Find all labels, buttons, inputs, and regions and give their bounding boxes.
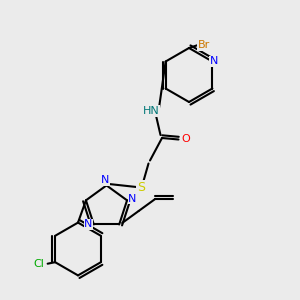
Text: Br: Br <box>198 40 210 50</box>
Text: S: S <box>137 181 145 194</box>
Text: N: N <box>210 56 218 67</box>
Text: N: N <box>84 220 93 230</box>
Text: HN: HN <box>143 106 160 116</box>
Text: O: O <box>182 134 190 145</box>
Text: N: N <box>128 194 136 204</box>
Text: N: N <box>101 175 109 185</box>
Text: Cl: Cl <box>33 259 44 269</box>
